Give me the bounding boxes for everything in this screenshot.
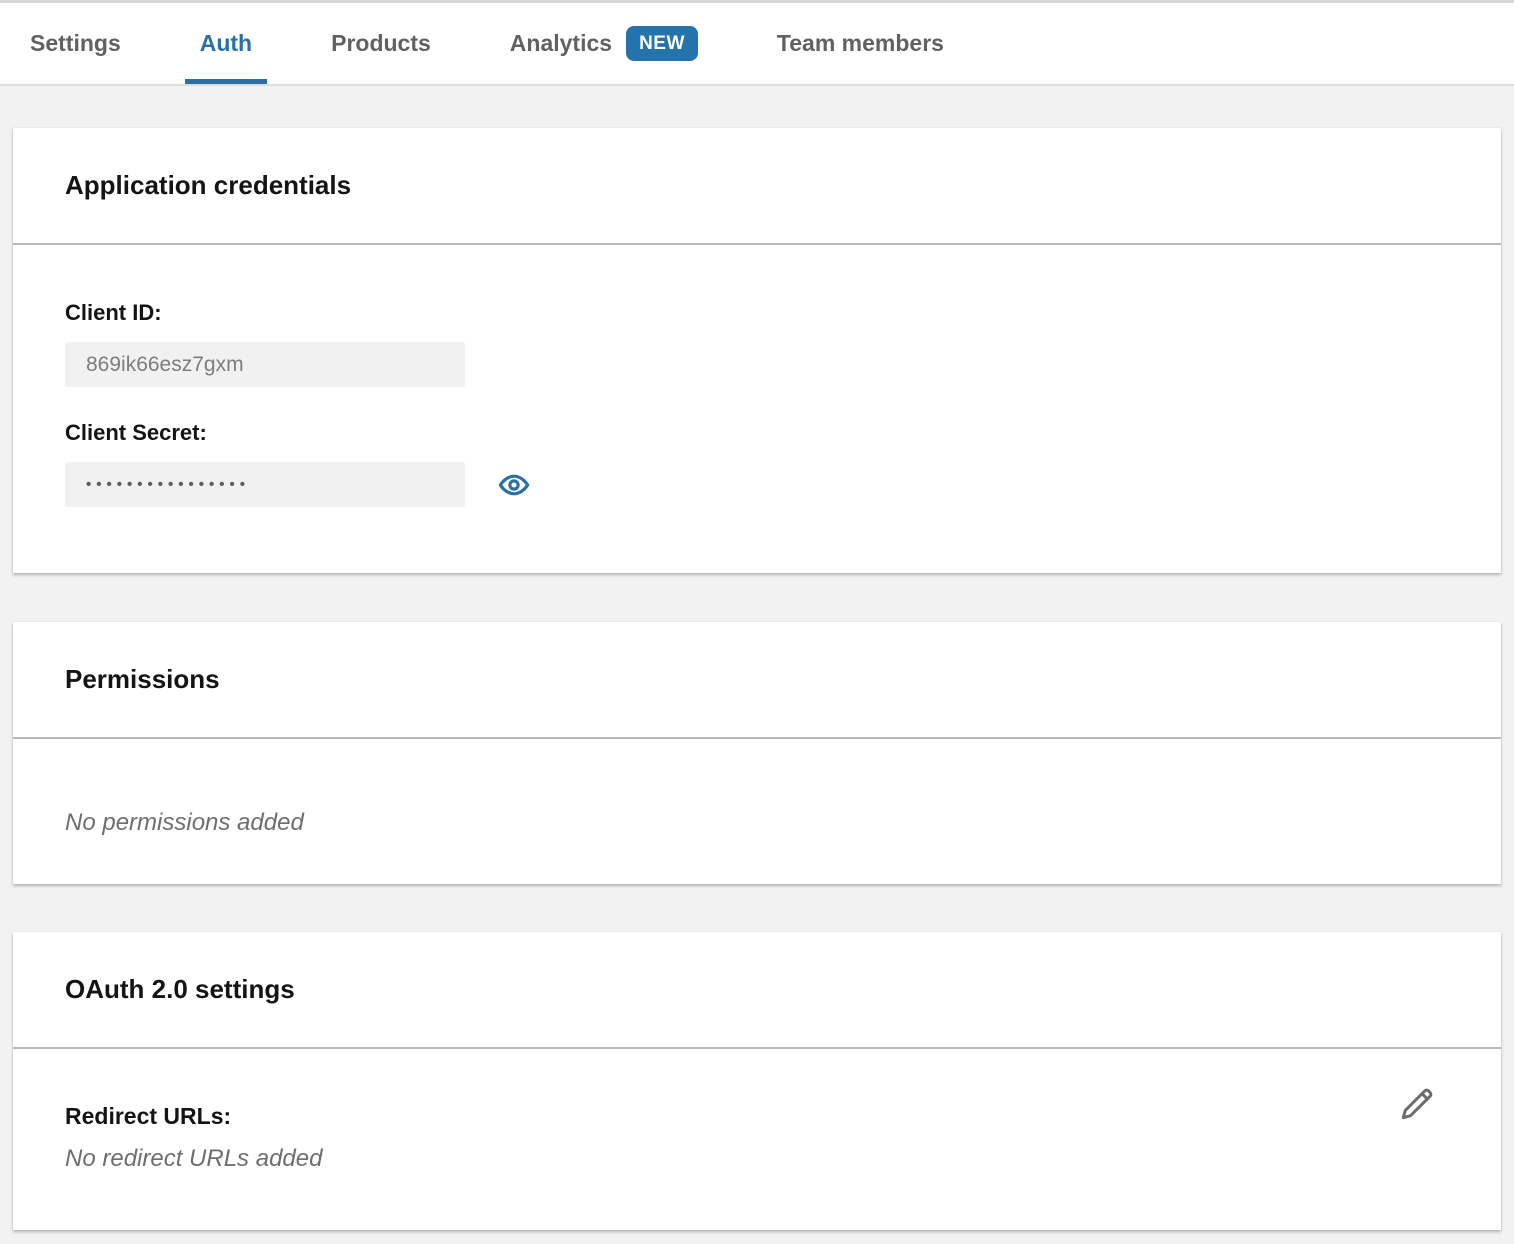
edit-redirect-urls-button[interactable]: [1395, 1082, 1439, 1126]
tab-settings-label: Settings: [30, 30, 121, 56]
app-tab-bar: Settings Auth Products Analytics NEW Tea…: [0, 0, 1514, 86]
oauth-settings-card: OAuth 2.0 settings Redirect URLs: No red…: [13, 932, 1501, 1230]
pencil-icon: [1396, 1083, 1438, 1125]
oauth-settings-title: OAuth 2.0 settings: [65, 974, 295, 1004]
tab-products-label: Products: [331, 30, 431, 56]
tab-analytics[interactable]: Analytics NEW: [495, 3, 713, 84]
oauth-settings-header: OAuth 2.0 settings: [13, 932, 1501, 1049]
tab-team-members[interactable]: Team members: [762, 3, 959, 84]
application-credentials-card: Application credentials Client ID: 869ik…: [13, 128, 1501, 573]
application-credentials-header: Application credentials: [13, 128, 1501, 245]
tab-auth-label: Auth: [199, 30, 253, 56]
client-secret-label: Client Secret:: [65, 420, 207, 445]
tab-auth[interactable]: Auth: [184, 3, 268, 84]
application-credentials-title: Application credentials: [65, 170, 352, 200]
client-id-field[interactable]: 869ik66esz7gxm: [65, 342, 465, 387]
eye-icon: [498, 469, 530, 501]
permissions-header: Permissions: [13, 622, 1501, 739]
redirect-urls-label: Redirect URLs:: [65, 1103, 232, 1129]
permissions-empty-text: No permissions added: [65, 809, 304, 836]
tab-products[interactable]: Products: [316, 3, 446, 84]
tab-team-members-label: Team members: [776, 30, 944, 56]
tab-settings[interactable]: Settings: [15, 3, 136, 84]
tab-analytics-label: Analytics: [509, 30, 613, 56]
permissions-title: Permissions: [65, 664, 220, 694]
client-secret-field[interactable]: ••••••••••••••••: [65, 462, 465, 507]
permissions-card: Permissions No permissions added: [13, 622, 1501, 884]
redirect-urls-empty-text: No redirect URLs added: [65, 1145, 323, 1172]
client-id-label: Client ID:: [65, 300, 162, 325]
new-badge: NEW: [626, 26, 698, 61]
reveal-secret-button[interactable]: [498, 469, 530, 501]
